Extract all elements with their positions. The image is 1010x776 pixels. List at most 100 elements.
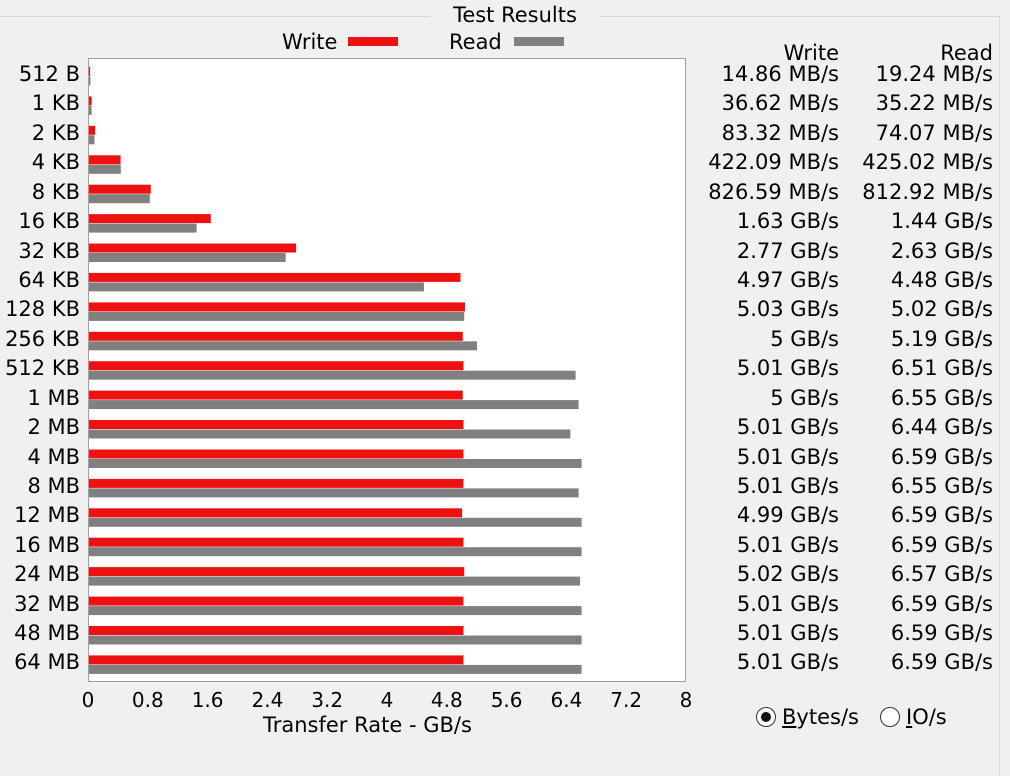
read-value: 6.55 GB/s	[890, 385, 993, 410]
write-bar	[89, 390, 463, 400]
read-bar	[89, 105, 92, 115]
read-value: 6.44 GB/s	[890, 415, 993, 439]
write-value: 4.97 GB/s	[736, 267, 839, 292]
write-bar	[89, 567, 465, 577]
read-bar	[89, 311, 465, 321]
write-value: 5.02 GB/s	[736, 562, 839, 587]
read-value: 6.51 GB/s	[890, 356, 993, 381]
category-label: 24 MB	[14, 562, 80, 587]
read-value: 6.55 GB/s	[890, 473, 993, 498]
write-value: 2.77 GB/s	[736, 238, 839, 263]
x-tick-label: 8	[679, 688, 693, 712]
read-bar	[89, 253, 286, 262]
io-radio-label[interactable]: IO/s	[906, 705, 947, 729]
chart-plot-area	[88, 58, 686, 682]
read-bar	[89, 370, 576, 380]
write-value: 422.09 MB/s	[708, 150, 839, 175]
write-bar	[89, 243, 297, 253]
read-bar	[89, 488, 579, 498]
write-bar	[89, 96, 92, 106]
legend-read-swatch	[514, 37, 564, 46]
bar-chart	[89, 67, 582, 674]
category-label: 64 MB	[14, 650, 80, 675]
category-label: 4 MB	[27, 444, 80, 469]
write-bar	[89, 655, 464, 665]
category-label: 2 MB	[27, 415, 80, 439]
write-value: 4.99 GB/s	[736, 503, 839, 528]
write-value: 5.01 GB/s	[736, 650, 839, 675]
write-column-header: Write	[783, 41, 839, 65]
io-radio-indicator[interactable]	[880, 707, 900, 727]
read-bar	[89, 194, 150, 204]
read-value: 19.24 MB/s	[875, 62, 993, 86]
write-bar	[89, 361, 464, 371]
category-label: 4 KB	[31, 150, 80, 175]
category-label: 32 KB	[18, 238, 80, 263]
io-per-sec-radio[interactable]: IO/s	[880, 705, 947, 729]
write-value: 1.63 GB/s	[736, 209, 839, 234]
bytes-radio-indicator[interactable]	[756, 707, 776, 727]
read-value: 35.22 MB/s	[875, 91, 993, 116]
read-bar	[89, 223, 197, 233]
x-tick-label: 4.8	[430, 688, 463, 712]
bytes-radio-label[interactable]: Bytes/s	[782, 705, 859, 729]
read-column-header: Read	[940, 41, 993, 65]
read-bar	[89, 282, 424, 292]
read-value: 6.59 GB/s	[890, 532, 993, 557]
read-value: 6.59 GB/s	[890, 621, 993, 645]
category-label: 48 MB	[14, 621, 80, 645]
write-value: 5.03 GB/s	[736, 297, 839, 322]
bytes-per-sec-radio[interactable]: Bytes/s	[756, 705, 859, 729]
read-bar	[89, 547, 582, 557]
write-value: 5 GB/s	[770, 385, 839, 410]
read-value: 6.59 GB/s	[890, 650, 993, 675]
read-value: 6.57 GB/s	[890, 562, 993, 587]
read-bar	[89, 517, 582, 527]
write-value: 5.01 GB/s	[736, 444, 839, 469]
panel-title: Test Results	[430, 2, 600, 28]
category-label: 128 KB	[5, 297, 80, 322]
read-bar	[89, 664, 582, 674]
x-tick-label: 2.4	[251, 688, 284, 712]
write-bar	[89, 537, 464, 547]
read-value: 5.02 GB/s	[890, 297, 993, 322]
write-value: 14.86 MB/s	[721, 62, 839, 86]
read-bar	[89, 135, 95, 145]
read-value: 5.19 GB/s	[890, 326, 993, 351]
write-bar	[89, 420, 464, 429]
category-label: 12 MB	[14, 503, 80, 528]
x-tick-label: 0	[81, 688, 95, 712]
read-bar	[89, 459, 582, 468]
read-value: 6.59 GB/s	[890, 444, 993, 469]
read-value: 425.02 MB/s	[862, 150, 993, 175]
x-tick-label: 0.8	[131, 688, 164, 712]
read-bar	[89, 164, 121, 174]
write-value: 5.01 GB/s	[736, 473, 839, 498]
write-value: 5.01 GB/s	[736, 532, 839, 557]
read-bar	[89, 76, 91, 86]
category-label: 256 KB	[5, 326, 80, 351]
write-bar	[89, 214, 211, 224]
category-label: 32 MB	[14, 591, 80, 616]
write-bar	[89, 67, 91, 76]
legend-write-swatch	[348, 37, 398, 46]
read-bar	[89, 400, 579, 410]
write-bar	[89, 478, 464, 488]
write-bar	[89, 449, 464, 459]
x-tick-label: 5.6	[490, 688, 523, 712]
category-label: 1 KB	[31, 91, 80, 116]
read-bar	[89, 576, 581, 586]
legend-write-label: Write	[282, 30, 338, 54]
category-label: 8 MB	[27, 473, 80, 498]
category-label: 64 KB	[18, 267, 80, 292]
write-value: 83.32 MB/s	[721, 120, 839, 145]
write-bar	[89, 508, 462, 518]
write-value: 826.59 MB/s	[708, 179, 839, 204]
read-value: 2.63 GB/s	[890, 238, 993, 263]
write-bar	[89, 596, 464, 606]
read-value: 6.59 GB/s	[890, 591, 993, 616]
x-tick-label: 3.2	[311, 688, 344, 712]
x-axis-title: Transfer Rate - GB/s	[263, 713, 472, 737]
x-tick-label: 1.6	[191, 688, 224, 712]
category-label: 2 KB	[31, 120, 80, 145]
